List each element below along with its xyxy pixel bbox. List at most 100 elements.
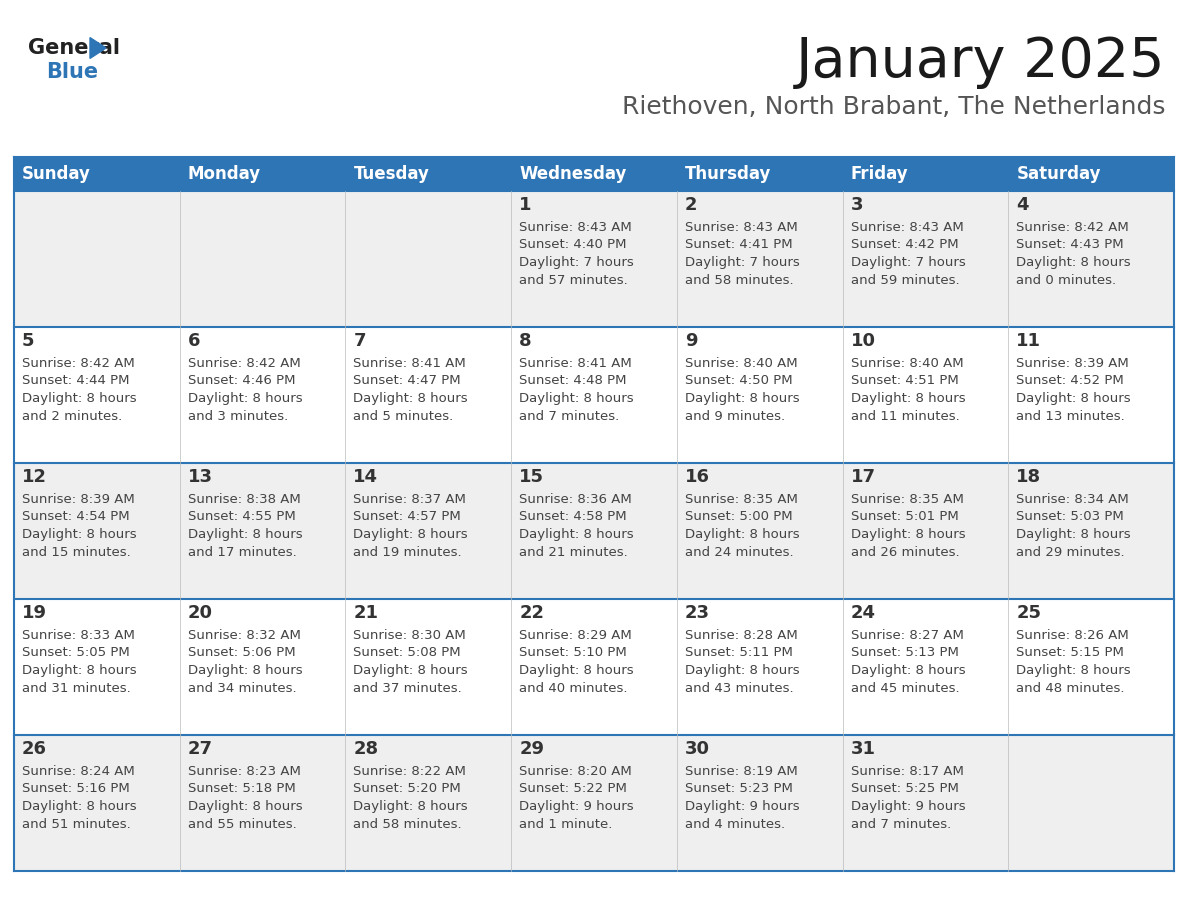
Text: Sunrise: 8:41 AM: Sunrise: 8:41 AM <box>519 357 632 370</box>
Text: and 48 minutes.: and 48 minutes. <box>1016 681 1125 695</box>
Text: Sunrise: 8:41 AM: Sunrise: 8:41 AM <box>353 357 466 370</box>
Text: Sunrise: 8:17 AM: Sunrise: 8:17 AM <box>851 765 963 778</box>
Text: 24: 24 <box>851 604 876 622</box>
Text: 25: 25 <box>1016 604 1042 622</box>
Text: 14: 14 <box>353 468 379 486</box>
Text: and 45 minutes.: and 45 minutes. <box>851 681 959 695</box>
Text: Sunrise: 8:42 AM: Sunrise: 8:42 AM <box>1016 221 1129 234</box>
Text: 2: 2 <box>684 196 697 214</box>
Text: Sunset: 5:16 PM: Sunset: 5:16 PM <box>23 782 129 796</box>
Text: and 57 minutes.: and 57 minutes. <box>519 274 628 286</box>
Text: Daylight: 8 hours: Daylight: 8 hours <box>23 800 137 813</box>
Text: Daylight: 8 hours: Daylight: 8 hours <box>188 800 302 813</box>
Text: 31: 31 <box>851 740 876 758</box>
Bar <box>14 735 1174 871</box>
Text: Sunset: 4:40 PM: Sunset: 4:40 PM <box>519 239 626 252</box>
Text: 1: 1 <box>519 196 532 214</box>
Text: and 0 minutes.: and 0 minutes. <box>1016 274 1117 286</box>
Text: Sunset: 5:11 PM: Sunset: 5:11 PM <box>684 646 792 659</box>
Text: and 9 minutes.: and 9 minutes. <box>684 409 785 422</box>
Text: Sunrise: 8:19 AM: Sunrise: 8:19 AM <box>684 765 797 778</box>
Text: Sunrise: 8:29 AM: Sunrise: 8:29 AM <box>519 629 632 642</box>
Text: Sunset: 5:00 PM: Sunset: 5:00 PM <box>684 510 792 523</box>
Text: Daylight: 8 hours: Daylight: 8 hours <box>353 800 468 813</box>
Text: Monday: Monday <box>188 165 261 183</box>
Text: Sunset: 4:44 PM: Sunset: 4:44 PM <box>23 375 129 387</box>
Text: Sunset: 4:57 PM: Sunset: 4:57 PM <box>353 510 461 523</box>
Text: Sunrise: 8:40 AM: Sunrise: 8:40 AM <box>851 357 963 370</box>
Text: 21: 21 <box>353 604 379 622</box>
Text: Daylight: 8 hours: Daylight: 8 hours <box>1016 392 1131 405</box>
Text: Sunrise: 8:37 AM: Sunrise: 8:37 AM <box>353 493 467 506</box>
Text: Sunset: 4:41 PM: Sunset: 4:41 PM <box>684 239 792 252</box>
Text: 26: 26 <box>23 740 48 758</box>
Text: and 24 minutes.: and 24 minutes. <box>684 545 794 558</box>
Text: Sunset: 5:08 PM: Sunset: 5:08 PM <box>353 646 461 659</box>
Text: Sunset: 5:18 PM: Sunset: 5:18 PM <box>188 782 296 796</box>
Text: Daylight: 8 hours: Daylight: 8 hours <box>851 664 965 677</box>
Text: Saturday: Saturday <box>1016 165 1101 183</box>
Text: 17: 17 <box>851 468 876 486</box>
Text: Sunrise: 8:39 AM: Sunrise: 8:39 AM <box>23 493 134 506</box>
Text: Sunset: 4:52 PM: Sunset: 4:52 PM <box>1016 375 1124 387</box>
Text: Sunrise: 8:38 AM: Sunrise: 8:38 AM <box>188 493 301 506</box>
Text: Daylight: 7 hours: Daylight: 7 hours <box>684 256 800 269</box>
Text: and 51 minutes.: and 51 minutes. <box>23 818 131 831</box>
Text: Daylight: 8 hours: Daylight: 8 hours <box>851 392 965 405</box>
Text: 4: 4 <box>1016 196 1029 214</box>
Text: 30: 30 <box>684 740 710 758</box>
Text: and 21 minutes.: and 21 minutes. <box>519 545 628 558</box>
Text: Sunrise: 8:26 AM: Sunrise: 8:26 AM <box>1016 629 1129 642</box>
Text: Thursday: Thursday <box>684 165 771 183</box>
Text: 27: 27 <box>188 740 213 758</box>
Text: and 55 minutes.: and 55 minutes. <box>188 818 297 831</box>
Text: 19: 19 <box>23 604 48 622</box>
Text: Sunrise: 8:35 AM: Sunrise: 8:35 AM <box>851 493 963 506</box>
Text: 3: 3 <box>851 196 862 214</box>
Text: General: General <box>29 38 120 58</box>
Text: Daylight: 8 hours: Daylight: 8 hours <box>23 392 137 405</box>
Text: Sunrise: 8:36 AM: Sunrise: 8:36 AM <box>519 493 632 506</box>
Text: Daylight: 8 hours: Daylight: 8 hours <box>851 528 965 541</box>
Text: Sunset: 5:03 PM: Sunset: 5:03 PM <box>1016 510 1124 523</box>
Text: and 13 minutes.: and 13 minutes. <box>1016 409 1125 422</box>
Text: 16: 16 <box>684 468 710 486</box>
Text: Daylight: 8 hours: Daylight: 8 hours <box>1016 528 1131 541</box>
Text: 28: 28 <box>353 740 379 758</box>
Text: Sunrise: 8:22 AM: Sunrise: 8:22 AM <box>353 765 467 778</box>
Text: 29: 29 <box>519 740 544 758</box>
Text: 9: 9 <box>684 332 697 350</box>
Text: Sunrise: 8:43 AM: Sunrise: 8:43 AM <box>851 221 963 234</box>
Text: Daylight: 8 hours: Daylight: 8 hours <box>519 664 633 677</box>
Text: Sunrise: 8:20 AM: Sunrise: 8:20 AM <box>519 765 632 778</box>
Text: Sunrise: 8:42 AM: Sunrise: 8:42 AM <box>23 357 134 370</box>
Text: Sunset: 4:58 PM: Sunset: 4:58 PM <box>519 510 627 523</box>
Text: Sunset: 4:42 PM: Sunset: 4:42 PM <box>851 239 959 252</box>
Text: Sunset: 4:43 PM: Sunset: 4:43 PM <box>1016 239 1124 252</box>
Text: Sunset: 5:13 PM: Sunset: 5:13 PM <box>851 646 959 659</box>
Text: Tuesday: Tuesday <box>353 165 429 183</box>
Text: and 5 minutes.: and 5 minutes. <box>353 409 454 422</box>
Text: and 58 minutes.: and 58 minutes. <box>684 274 794 286</box>
Text: 7: 7 <box>353 332 366 350</box>
Text: Sunrise: 8:40 AM: Sunrise: 8:40 AM <box>684 357 797 370</box>
Text: Sunset: 5:10 PM: Sunset: 5:10 PM <box>519 646 627 659</box>
Text: Sunrise: 8:27 AM: Sunrise: 8:27 AM <box>851 629 963 642</box>
Text: 8: 8 <box>519 332 532 350</box>
Text: and 19 minutes.: and 19 minutes. <box>353 545 462 558</box>
Text: 11: 11 <box>1016 332 1042 350</box>
Text: Daylight: 9 hours: Daylight: 9 hours <box>519 800 633 813</box>
Text: Sunset: 4:50 PM: Sunset: 4:50 PM <box>684 375 792 387</box>
Text: 20: 20 <box>188 604 213 622</box>
Text: Sunset: 4:51 PM: Sunset: 4:51 PM <box>851 375 959 387</box>
Text: Sunrise: 8:42 AM: Sunrise: 8:42 AM <box>188 357 301 370</box>
Text: Sunrise: 8:39 AM: Sunrise: 8:39 AM <box>1016 357 1129 370</box>
Text: Daylight: 9 hours: Daylight: 9 hours <box>684 800 800 813</box>
Text: Riethoven, North Brabant, The Netherlands: Riethoven, North Brabant, The Netherland… <box>621 95 1165 119</box>
Text: 12: 12 <box>23 468 48 486</box>
Text: and 31 minutes.: and 31 minutes. <box>23 681 131 695</box>
Bar <box>14 157 1174 191</box>
Text: and 40 minutes.: and 40 minutes. <box>519 681 627 695</box>
Text: Sunrise: 8:43 AM: Sunrise: 8:43 AM <box>684 221 797 234</box>
Text: and 2 minutes.: and 2 minutes. <box>23 409 122 422</box>
